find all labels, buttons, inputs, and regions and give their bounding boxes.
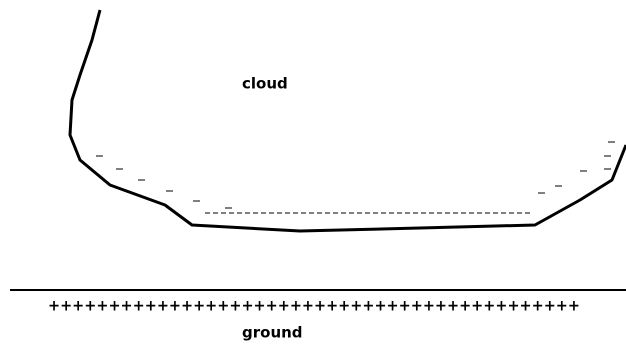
page: {"cloud_label": "cloud", "ground_pattern… [0, 0, 626, 345]
cloud-label: cloud [242, 75, 288, 93]
cloud-base-dashes [96, 142, 615, 213]
cloud-outline [70, 10, 626, 231]
ground-label: ground [242, 324, 303, 342]
diagram: cloud ++++++++++++++++++++++++++++++++++… [0, 0, 626, 345]
ground-pattern: ++++++++++++++++++++++++++++++++++++++++… [48, 297, 580, 315]
